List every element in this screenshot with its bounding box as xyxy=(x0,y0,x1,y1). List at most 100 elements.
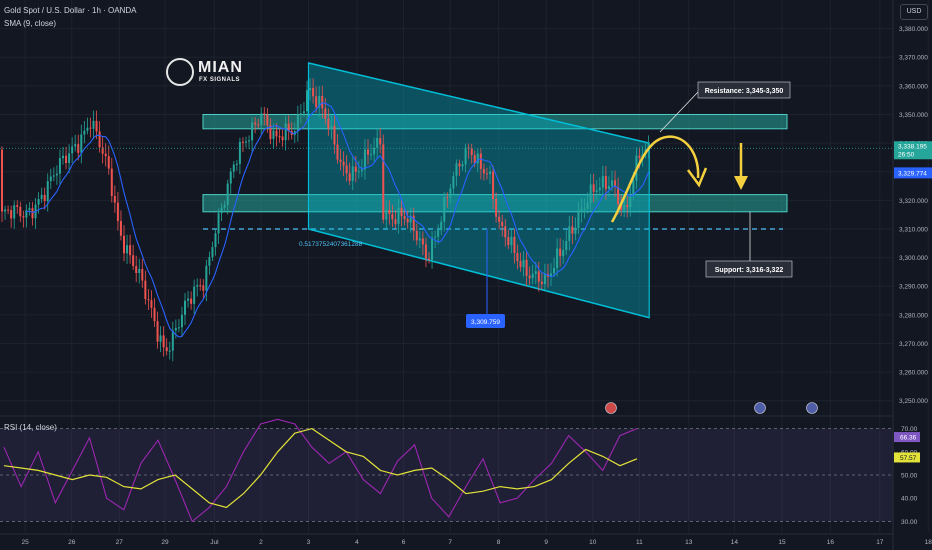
price-tick-label-3: 3,280.000 xyxy=(899,312,928,319)
candle-body xyxy=(193,286,196,304)
candle-body xyxy=(351,166,354,181)
last-price-tag xyxy=(894,141,932,160)
candle-body xyxy=(556,248,559,268)
price-tick-label-12: 3,370.000 xyxy=(899,55,928,62)
time-tick-label-0: 25 xyxy=(22,539,30,546)
candle-body xyxy=(211,247,214,258)
candle-body xyxy=(583,208,586,210)
logo-title: MIAN xyxy=(198,59,243,76)
candle-body xyxy=(132,255,135,267)
candle-body xyxy=(522,259,525,268)
candle-body xyxy=(116,202,119,221)
candle-body xyxy=(98,131,101,148)
candle-body xyxy=(528,275,531,279)
candle-body xyxy=(13,205,16,219)
price-channel xyxy=(307,62,650,319)
candle-body xyxy=(330,125,333,129)
candle-body xyxy=(187,298,190,301)
candle-body xyxy=(446,197,449,199)
rsi-line xyxy=(3,418,638,523)
candle-body xyxy=(74,144,77,147)
resistance-leader xyxy=(659,91,699,133)
candle-body xyxy=(607,186,610,190)
rsi-ma-value-tag xyxy=(894,452,920,463)
currency-button[interactable]: USD xyxy=(900,4,928,20)
time-tick-label-11: 9 xyxy=(544,539,548,546)
candle-body xyxy=(382,144,385,220)
price-tick-label-4: 3,290.000 xyxy=(899,284,928,291)
candle-body xyxy=(559,248,562,257)
candle-body xyxy=(632,180,635,196)
candle-body xyxy=(10,210,13,219)
us-flag-event-icon xyxy=(754,402,766,414)
candle-body xyxy=(360,169,363,172)
candle-body xyxy=(1,149,3,212)
rsi-legend[interactable]: RSI (14, close) xyxy=(4,423,57,432)
candle-body xyxy=(324,108,327,119)
candle-body xyxy=(220,207,223,214)
candle-body xyxy=(354,166,357,172)
candle-body xyxy=(421,238,424,245)
time-axis[interactable]: 25 26 27 29 Jul 2 3 4 6 7 8 9 10 11 13 14 15 16 17 18 xyxy=(0,533,932,546)
candle-body xyxy=(492,171,495,200)
candle-body xyxy=(367,149,369,155)
candle-body xyxy=(16,205,19,207)
candle-body xyxy=(321,95,324,109)
candle-body xyxy=(284,123,287,141)
rsi-pane xyxy=(0,418,893,523)
low-tag-label: 3,309.759 xyxy=(471,319,500,326)
candle-body xyxy=(229,171,232,184)
candle-body xyxy=(86,127,89,131)
candle-body xyxy=(455,163,458,176)
candle-body xyxy=(479,153,482,169)
candle-body xyxy=(165,347,168,352)
sma-path xyxy=(26,102,650,338)
rsi-tick-label-2: 50.00 xyxy=(901,473,918,480)
candle-body xyxy=(254,122,257,125)
candle-body xyxy=(333,125,336,145)
candle-body xyxy=(123,235,125,254)
candle-body xyxy=(550,273,552,277)
time-tick-label-9: 7 xyxy=(448,539,452,546)
sma-legend[interactable]: SMA (9, close) xyxy=(4,19,57,28)
sma-line xyxy=(26,102,650,338)
candle-body xyxy=(299,113,302,115)
candle-body xyxy=(104,153,107,157)
candle-body xyxy=(156,321,159,342)
support-label: Support: 3,316-3,322 xyxy=(715,267,784,274)
candle-body xyxy=(595,190,598,192)
candle-body xyxy=(647,142,650,150)
candle-body xyxy=(540,281,543,285)
symbol-legend[interactable]: Gold Spot / U.S. Dollar · 1h · OANDA xyxy=(4,6,137,15)
candle-body xyxy=(626,204,629,208)
price-tick-label-2: 3,270.000 xyxy=(899,341,928,348)
candle-body xyxy=(580,208,583,213)
candle-body xyxy=(620,204,623,211)
price-tick-label-1: 3,260.000 xyxy=(899,370,928,377)
candle-body xyxy=(342,162,345,166)
candle-body xyxy=(287,123,290,131)
candle-body xyxy=(388,209,391,215)
candle-body xyxy=(617,187,620,205)
time-tick-label-3: 29 xyxy=(161,539,169,546)
candle-body xyxy=(370,154,373,156)
candle-body xyxy=(110,168,113,196)
candle-body xyxy=(363,149,366,170)
zones xyxy=(202,113,788,230)
candle-body xyxy=(159,335,162,342)
candle-body xyxy=(406,218,409,223)
brand-logo: MIAN FX SIGNALS xyxy=(166,58,246,92)
candle-body xyxy=(412,215,415,232)
us-flag-event-icon xyxy=(806,402,818,414)
price-axis[interactable]: 3,250.000 3,260.000 3,270.000 3,280.000 3,29… xyxy=(892,0,932,550)
rsi-tick-label-0: 30.00 xyxy=(901,519,918,526)
time-tick-label-2: 27 xyxy=(116,539,124,546)
candle-body xyxy=(196,285,199,287)
candle-body xyxy=(348,173,351,181)
candle-body xyxy=(138,268,141,274)
time-tick-label-8: 6 xyxy=(402,539,406,546)
candle-body xyxy=(428,258,430,260)
candle-body xyxy=(22,216,25,218)
candle-body xyxy=(315,96,318,108)
